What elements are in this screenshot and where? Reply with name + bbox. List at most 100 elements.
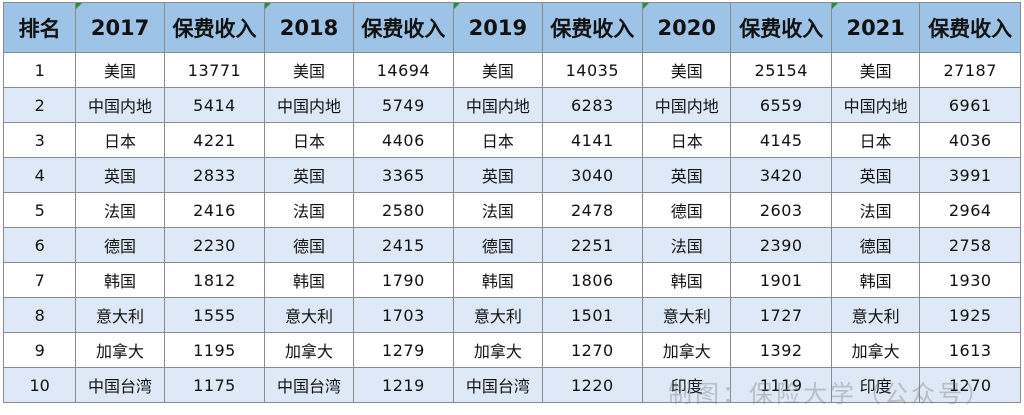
cell-premium: 1270 bbox=[919, 367, 1021, 403]
cell-premium: 6961 bbox=[919, 87, 1021, 123]
cell-country: 美国 bbox=[75, 52, 165, 88]
cell-premium: 1220 bbox=[541, 367, 644, 403]
cell-country: 美国 bbox=[642, 52, 732, 88]
cell-premium: 14035 bbox=[541, 52, 644, 88]
cell-country: 德国 bbox=[830, 227, 921, 263]
cell-country: 韩国 bbox=[642, 262, 732, 298]
cell-premium: 3420 bbox=[730, 157, 832, 193]
cell-country: 中国内地 bbox=[830, 87, 921, 123]
cell-country: 意大利 bbox=[75, 297, 165, 333]
header-label: 保费收入 bbox=[361, 16, 446, 41]
cell-premium: 2964 bbox=[919, 192, 1021, 228]
cell-country: 法国 bbox=[75, 192, 165, 228]
cell-country: 加拿大 bbox=[453, 332, 543, 368]
cell-rank: 2 bbox=[2, 87, 77, 123]
cell-country: 法国 bbox=[830, 192, 921, 228]
table-row: 5 法国 2416 法国 2580 法国 2478 德国 2603 法国 296… bbox=[2, 192, 1021, 228]
cell-country: 德国 bbox=[642, 192, 732, 228]
table-row: 1 美国 13771 美国 14694 美国 14035 美国 25154 美国… bbox=[2, 52, 1021, 88]
table-row: 4 英国 2833 英国 3365 英国 3040 英国 3420 英国 399… bbox=[2, 157, 1021, 193]
cell-country: 加拿大 bbox=[75, 332, 165, 368]
cell-premium: 27187 bbox=[919, 52, 1021, 88]
cell-country: 中国台湾 bbox=[453, 367, 543, 403]
table-row: 3 日本 4221 日本 4406 日本 4141 日本 4145 日本 403… bbox=[2, 122, 1021, 158]
cell-premium: 4141 bbox=[541, 122, 644, 158]
cell-premium: 4221 bbox=[163, 122, 266, 158]
cell-country: 意大利 bbox=[642, 297, 732, 333]
cell-premium: 14694 bbox=[352, 52, 455, 88]
cell-premium: 1790 bbox=[352, 262, 455, 298]
cell-rank: 9 bbox=[2, 332, 77, 368]
cell-premium: 1270 bbox=[541, 332, 644, 368]
cell-premium: 25154 bbox=[730, 52, 832, 88]
cell-country: 中国台湾 bbox=[75, 367, 165, 403]
cell-country: 日本 bbox=[830, 122, 921, 158]
cell-country: 中国内地 bbox=[642, 87, 732, 123]
cell-country: 中国内地 bbox=[75, 87, 165, 123]
header-year-2021: 2021 bbox=[830, 2, 921, 53]
cell-rank: 6 bbox=[2, 227, 77, 263]
cell-rank: 10 bbox=[2, 367, 77, 403]
cell-country: 美国 bbox=[453, 52, 543, 88]
header-year-2018: 2018 bbox=[264, 2, 354, 53]
cell-rank: 3 bbox=[2, 122, 77, 158]
cell-country: 德国 bbox=[453, 227, 543, 263]
cell-premium: 1806 bbox=[541, 262, 644, 298]
cell-premium: 1901 bbox=[730, 262, 832, 298]
cell-premium: 1392 bbox=[730, 332, 832, 368]
cell-country: 英国 bbox=[75, 157, 165, 193]
header-row: 排名 2017 保费收入 2018 保费收入 2019 保费收入 2020 保费… bbox=[2, 2, 1021, 53]
header-label: 保费收入 bbox=[928, 16, 1013, 41]
header-premium-2017: 保费收入 bbox=[163, 2, 266, 53]
cell-premium: 4406 bbox=[352, 122, 455, 158]
cell-premium: 3040 bbox=[541, 157, 644, 193]
table-row: 9 加拿大 1195 加拿大 1279 加拿大 1270 加拿大 1392 加拿… bbox=[2, 332, 1021, 368]
cell-premium: 1279 bbox=[352, 332, 455, 368]
cell-country: 中国内地 bbox=[453, 87, 543, 123]
cell-country: 法国 bbox=[642, 227, 732, 263]
header-label: 2020 bbox=[657, 15, 716, 40]
header-label: 2017 bbox=[90, 15, 150, 40]
header-year-2019: 2019 bbox=[453, 2, 543, 53]
cell-rank: 8 bbox=[2, 297, 77, 333]
table-row: 6 德国 2230 德国 2415 德国 2251 法国 2390 德国 275… bbox=[2, 227, 1021, 263]
table-row: 2 中国内地 5414 中国内地 5749 中国内地 6283 中国内地 655… bbox=[2, 87, 1021, 123]
cell-country: 意大利 bbox=[264, 297, 354, 333]
header-premium-2018: 保费收入 bbox=[352, 2, 455, 53]
cell-country: 英国 bbox=[453, 157, 543, 193]
cell-country: 德国 bbox=[264, 227, 354, 263]
cell-premium: 1727 bbox=[730, 297, 832, 333]
cell-country: 加拿大 bbox=[642, 332, 732, 368]
cell-country: 加拿大 bbox=[830, 332, 921, 368]
cell-country: 日本 bbox=[642, 122, 732, 158]
header-label: 保费收入 bbox=[739, 16, 824, 41]
cell-premium: 3991 bbox=[919, 157, 1021, 193]
cell-rank: 5 bbox=[2, 192, 77, 228]
cell-country: 美国 bbox=[264, 52, 354, 88]
cell-premium: 1925 bbox=[919, 297, 1021, 333]
table-row: 10 中国台湾 1175 中国台湾 1219 中国台湾 1220 印度 1119… bbox=[2, 367, 1021, 403]
header-rank: 排名 bbox=[2, 2, 77, 53]
cell-premium: 1119 bbox=[730, 367, 832, 403]
cell-country: 法国 bbox=[453, 192, 543, 228]
header-label: 保费收入 bbox=[550, 16, 635, 41]
cell-premium: 1613 bbox=[919, 332, 1021, 368]
cell-country: 印度 bbox=[830, 367, 921, 403]
table-row: 7 韩国 1812 韩国 1790 韩国 1806 韩国 1901 韩国 193… bbox=[2, 262, 1021, 298]
cell-premium: 5749 bbox=[352, 87, 455, 123]
cell-premium: 6283 bbox=[541, 87, 644, 123]
cell-country: 日本 bbox=[264, 122, 354, 158]
cell-country: 英国 bbox=[642, 157, 732, 193]
cell-country: 韩国 bbox=[264, 262, 354, 298]
header-label: 排名 bbox=[18, 16, 61, 41]
cell-premium: 2758 bbox=[919, 227, 1021, 263]
header-year-2020: 2020 bbox=[642, 2, 732, 53]
ranking-table: 排名 2017 保费收入 2018 保费收入 2019 保费收入 2020 保费… bbox=[2, 2, 1021, 403]
table-row: 8 意大利 1555 意大利 1703 意大利 1501 意大利 1727 意大… bbox=[2, 297, 1021, 333]
cell-premium: 2580 bbox=[352, 192, 455, 228]
cell-premium: 1219 bbox=[352, 367, 455, 403]
cell-country: 日本 bbox=[453, 122, 543, 158]
cell-premium: 2416 bbox=[163, 192, 266, 228]
cell-premium: 2603 bbox=[730, 192, 832, 228]
cell-country: 印度 bbox=[642, 367, 732, 403]
